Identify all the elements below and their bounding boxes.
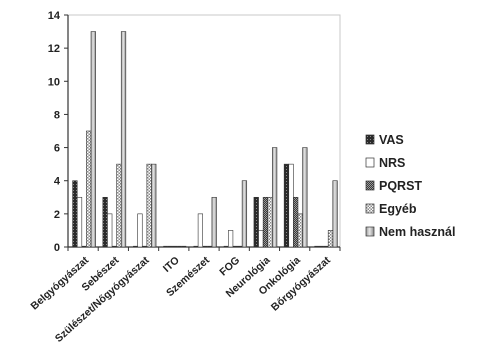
bar (197, 213, 204, 248)
bar (151, 163, 157, 248)
legend-swatch (365, 157, 375, 168)
legend: VAS NRS PQRST Egyéb Nem használ (365, 133, 455, 239)
bar (288, 163, 294, 248)
bar (241, 180, 248, 248)
y-tick-label: 10 (48, 76, 60, 88)
bar (272, 147, 278, 248)
bar (72, 180, 78, 248)
legend-swatch (365, 180, 375, 191)
bar (90, 31, 96, 248)
bar (228, 230, 234, 248)
bar (332, 180, 338, 248)
y-tick-label: 2 (54, 209, 60, 221)
y-tick-label: 4 (54, 176, 61, 188)
x-tick-label: FOG (217, 254, 242, 278)
legend-swatch (365, 226, 375, 237)
bars (72, 31, 338, 248)
y-tick-label: 8 (54, 109, 60, 121)
bar (253, 196, 259, 248)
bar (116, 163, 122, 248)
bar (297, 213, 303, 248)
bar (86, 130, 92, 248)
x-tick-label: ITO (161, 254, 182, 275)
bar (102, 196, 108, 248)
y-tick-label: 14 (48, 10, 61, 22)
bar (137, 213, 143, 248)
legend-label: VAS (379, 133, 404, 147)
bar (211, 196, 217, 248)
bar (258, 230, 264, 248)
bar (107, 213, 113, 248)
plot-area (67, 14, 341, 248)
bar (267, 196, 273, 248)
y-tick-label: 6 (54, 143, 60, 155)
legend-label: NRS (379, 156, 405, 170)
bar (120, 31, 127, 248)
legend-swatch (365, 134, 375, 145)
legend-label: PQRST (379, 179, 422, 193)
y-tick-label: 12 (48, 43, 60, 55)
legend-label: Egyéb (379, 202, 417, 216)
bar (293, 196, 299, 248)
bar (76, 196, 83, 248)
bar (302, 147, 308, 248)
bar (327, 230, 334, 248)
bar (262, 196, 269, 248)
legend-label: Nem használ (379, 225, 455, 239)
bar (283, 163, 290, 248)
y-tick-label: 0 (54, 242, 60, 254)
legend-swatch (365, 203, 375, 214)
bar (146, 163, 152, 248)
